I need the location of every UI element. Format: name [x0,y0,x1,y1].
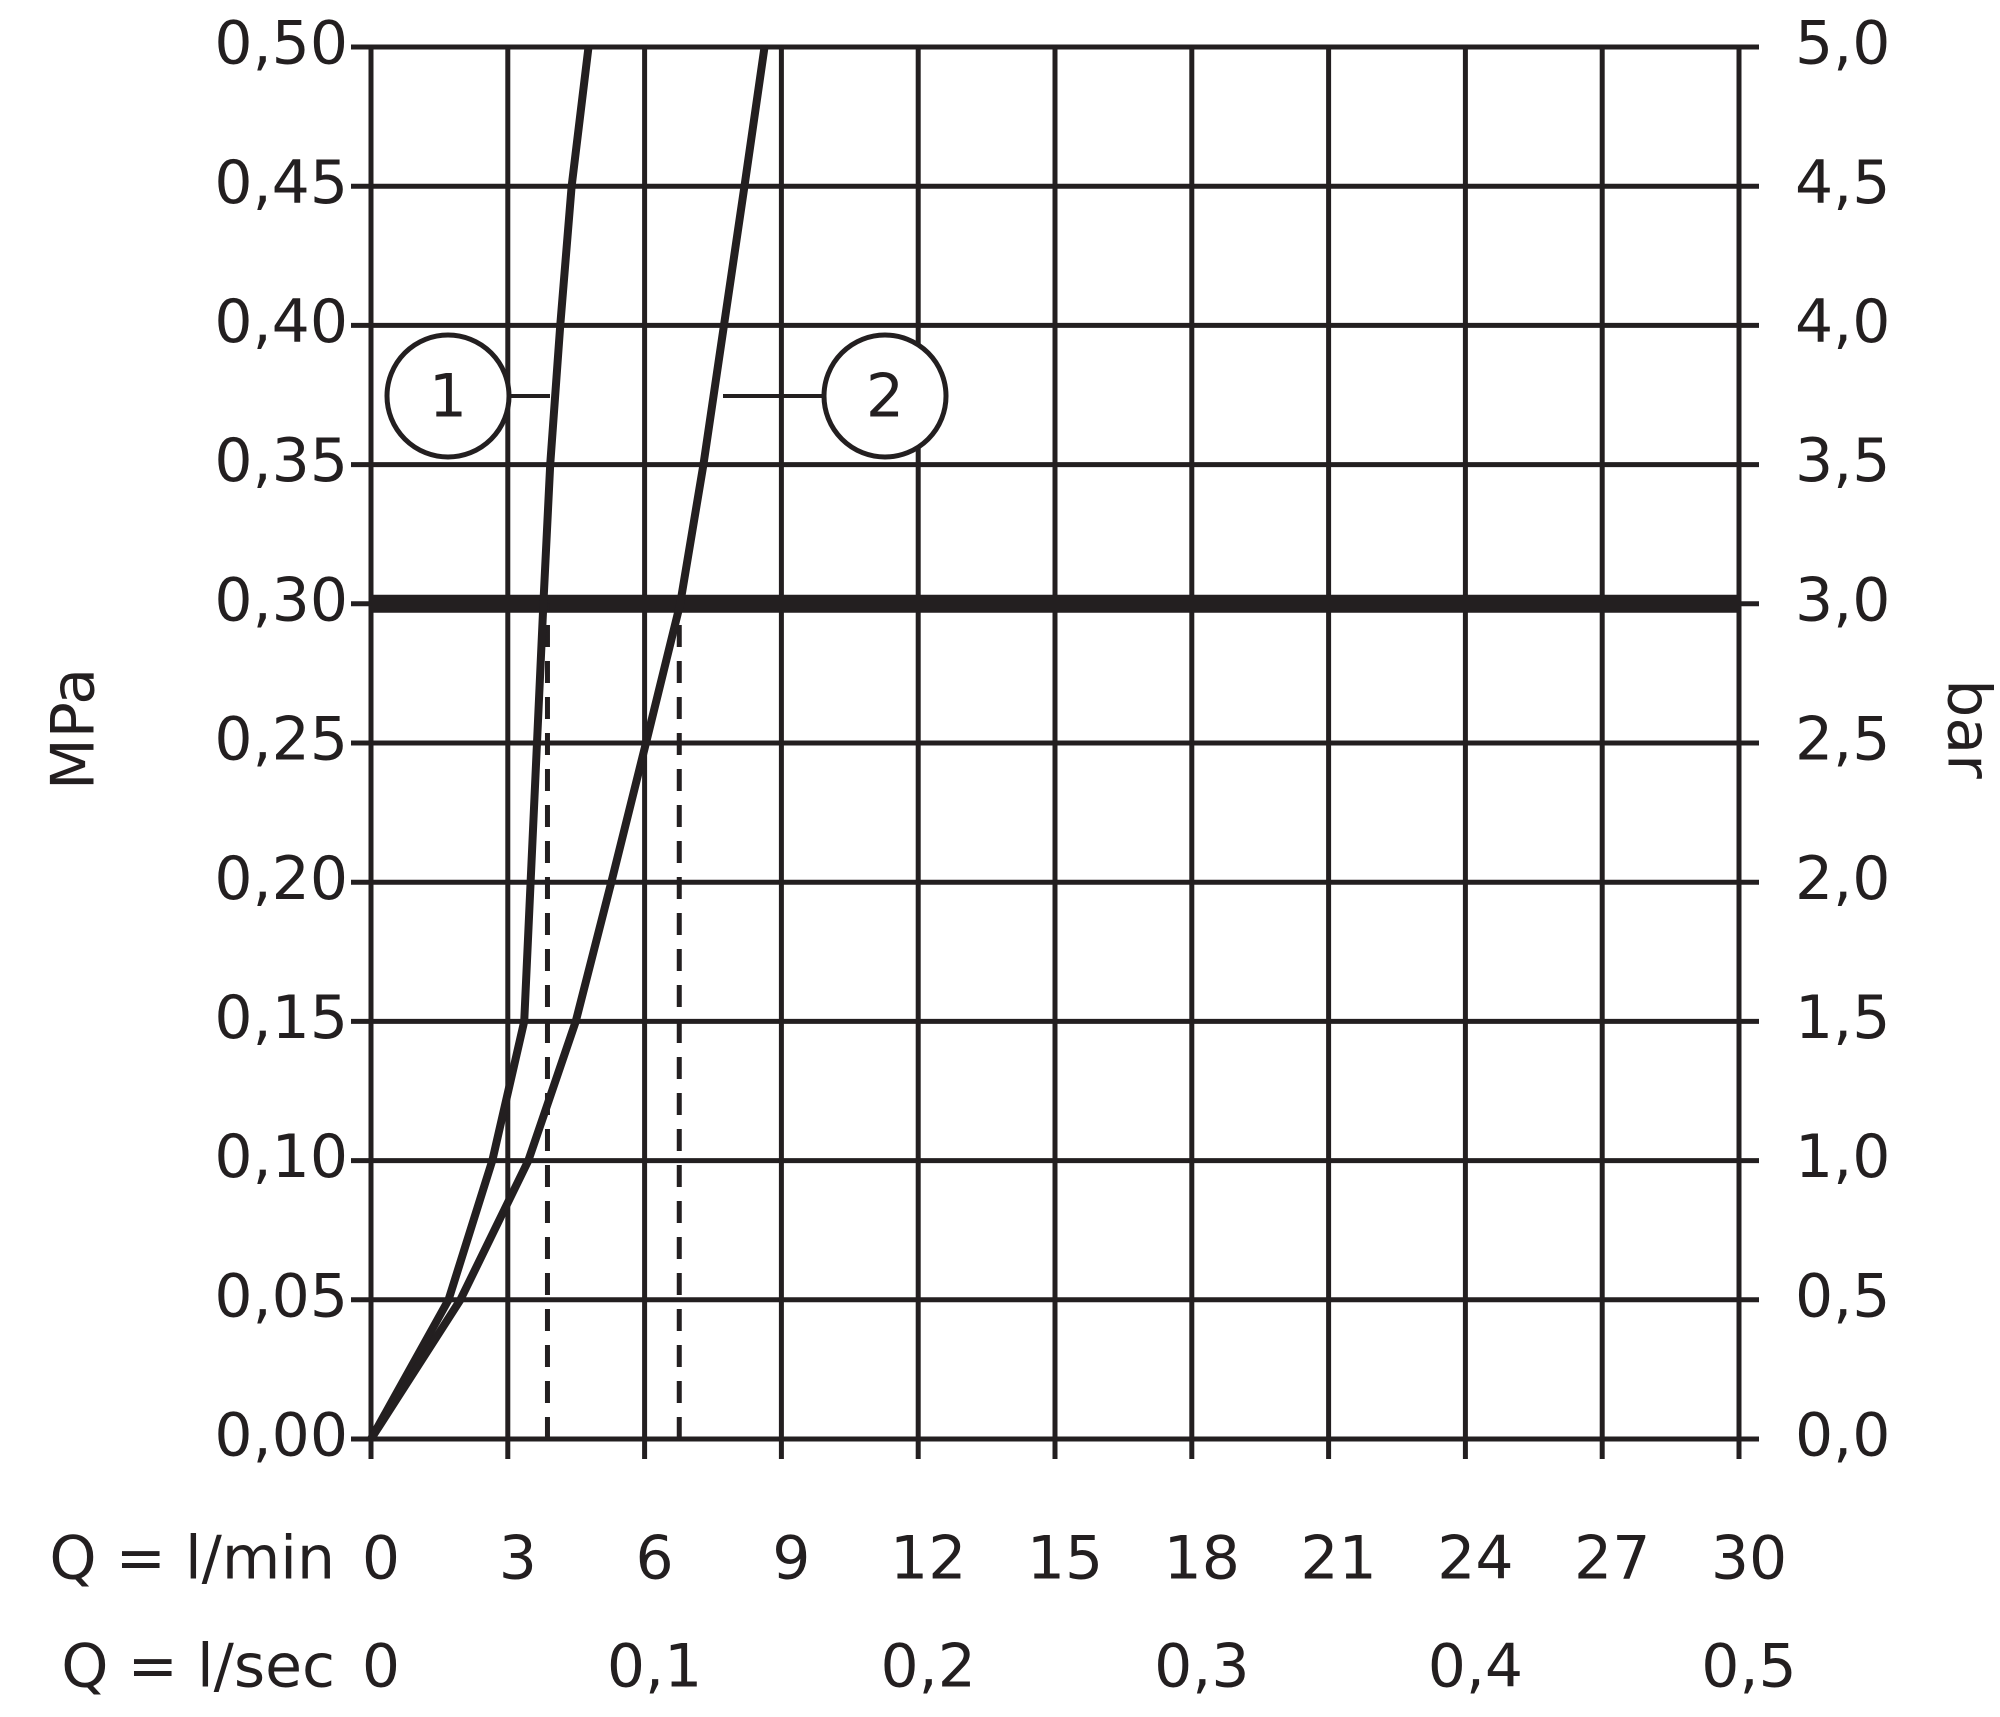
series-label: 2 [866,362,904,432]
x-tick-label: 6 [636,1524,674,1594]
y-tick-label: 0,20 [214,844,348,914]
y2-tick-label: 5,0 [1795,9,1890,79]
y-tick-label: 0,45 [214,148,348,218]
y2-tick-label: 1,5 [1795,983,1890,1053]
x2-tick-label: 0 [362,1632,400,1702]
series-line [367,46,593,1441]
y-tick-label: 0,50 [214,9,348,79]
x-axis-title: Q = l/min [49,1524,335,1594]
x-tick-label: 15 [1027,1524,1103,1594]
series-label: 1 [429,362,467,432]
x2-tick-label: 0,5 [1701,1632,1796,1702]
series-line [367,46,769,1442]
y-tick-label: 0,25 [214,705,348,775]
x-tick-label: 12 [890,1524,966,1594]
x2-tick-label: 0,1 [607,1632,702,1702]
y-tick-label: 0,40 [214,287,348,357]
x2-tick-label: 0,2 [880,1632,975,1702]
y2-tick-label: 0,0 [1795,1401,1890,1471]
x2-tick-label: 0,3 [1154,1632,1249,1702]
y2-tick-label: 0,5 [1795,1261,1890,1331]
y2-tick-label: 2,0 [1795,844,1890,914]
y2-tick-label: 4,5 [1795,148,1890,218]
y2-tick-label: 3,5 [1795,426,1890,496]
callout-circle [821,332,949,460]
y2-tick-label: 1,0 [1795,1122,1890,1192]
x-tick-label: 0 [362,1524,400,1594]
callout-circle [384,332,512,460]
y-tick-label: 0,15 [214,983,348,1053]
x-tick-label: 3 [499,1524,537,1594]
y2-tick-label: 2,5 [1795,705,1890,775]
x-tick-label: 21 [1300,1524,1376,1594]
y2-tick-label: 4,0 [1795,287,1890,357]
x-tick-label: 9 [772,1524,810,1594]
y-axis-title: MPa [39,668,109,790]
x-tick-label: 18 [1164,1524,1240,1594]
y-tick-label: 0,35 [214,426,348,496]
y-tick-label: 0,10 [214,1122,348,1192]
y2-tick-label: 3,0 [1795,565,1890,635]
y-tick-label: 0,05 [214,1261,348,1331]
y-tick-label: 0,00 [214,1401,348,1471]
x-tick-label: 24 [1437,1524,1513,1594]
x2-tick-label: 0,4 [1428,1632,1523,1702]
x-tick-label: 27 [1574,1524,1650,1594]
x-tick-label: 30 [1711,1524,1787,1594]
y-tick-label: 0,30 [214,565,348,635]
y2-axis-title: bar [1933,679,2000,779]
x2-axis-title: Q = l/sec [61,1632,335,1702]
